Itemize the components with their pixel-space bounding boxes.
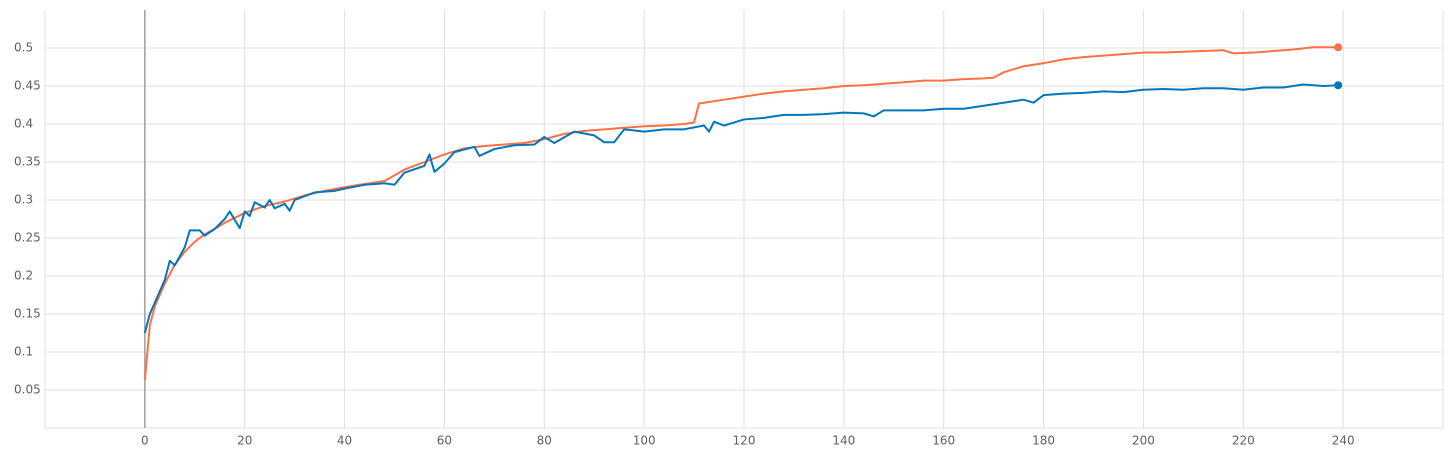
x-tick-label: 120 (733, 434, 756, 448)
end-point (1334, 81, 1343, 90)
x-tick-label: 60 (437, 434, 452, 448)
x-tick-label: 40 (337, 434, 352, 448)
x-tick-label: 180 (1032, 434, 1055, 448)
y-tick-label: 0.5 (14, 41, 33, 55)
series-line (143, 83, 1339, 334)
y-tick-label: 0.15 (14, 307, 41, 321)
y-tick-label: 0.05 (14, 383, 41, 397)
y-tick-label: 0.45 (14, 79, 41, 93)
x-tick-label: 200 (1132, 434, 1155, 448)
y-tick-label: 0.2 (14, 269, 33, 283)
y-tick-label: 0.3 (14, 193, 33, 207)
end-point (1334, 43, 1343, 52)
y-tick-label: 0.25 (14, 231, 41, 245)
x-tick-label: 20 (237, 434, 252, 448)
y-tick-label: 0.1 (14, 345, 33, 359)
x-tick-label: 140 (832, 434, 855, 448)
x-tick-label: 160 (932, 434, 955, 448)
x-tick-label: 80 (537, 434, 552, 448)
x-tick-label: 0 (141, 434, 149, 448)
x-tick-label: 100 (633, 434, 656, 448)
y-tick-label: 0.4 (14, 117, 33, 131)
x-tick-label: 240 (1332, 434, 1355, 448)
series-line (143, 46, 1339, 381)
y-tick-label: 0.35 (14, 155, 41, 169)
x-tick-label: 220 (1232, 434, 1255, 448)
